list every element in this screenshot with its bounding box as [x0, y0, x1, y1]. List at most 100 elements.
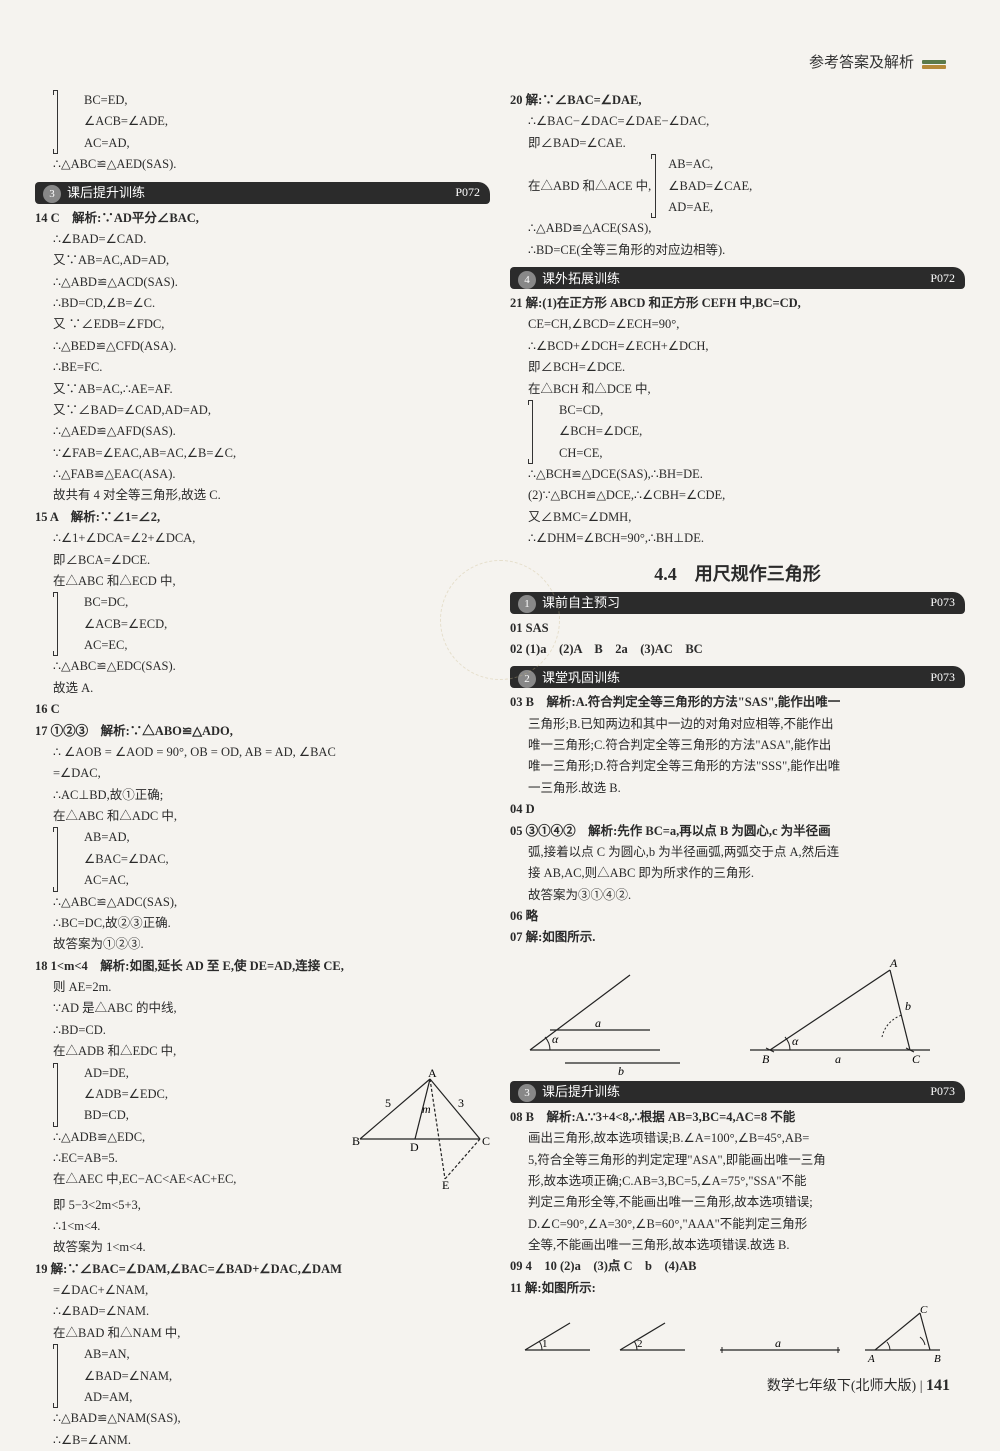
section-pcode: P073	[930, 595, 955, 610]
section-pcode: P072	[930, 271, 955, 286]
text-line: 故答案为 1<m<4.	[35, 1237, 490, 1258]
text-line: =∠DAC+∠NAM,	[35, 1280, 490, 1301]
text-line: ∴△ABC≌△AED(SAS).	[35, 154, 490, 175]
text-line: 在△ABD 和△ACE 中,	[510, 176, 651, 197]
text-line: 故答案为①②③.	[35, 934, 490, 955]
text-line: ∴BD=CD,∠B=∠C.	[35, 293, 490, 314]
svg-text:C: C	[920, 1305, 928, 1316]
section-num: 3	[43, 185, 61, 203]
text-line: 在△ABC 和△ADC 中,	[35, 806, 490, 827]
text-line: 即∠BCH=∠DCE.	[510, 357, 965, 378]
text-line: ∴△FAB≌△EAC(ASA).	[35, 464, 490, 485]
text-line: D.∠C=90°,∠A=30°,∠B=60°,"AAA"不能判定三角形	[510, 1214, 965, 1235]
text-line: 即∠BAD=∠CAE.	[510, 133, 965, 154]
svg-text:1: 1	[542, 1338, 548, 1350]
brace-q20: AB=AC, ∠BAD=∠CAE, AD=AE,	[655, 154, 752, 218]
footer-page: 141	[926, 1377, 950, 1394]
brace-pre: BC=ED, ∠ACB=∠ADE, AC=AD,	[57, 90, 490, 154]
text-line: ∠ACB=∠ADE,	[66, 111, 490, 132]
text-line: 唯一三角形;D.符合判定全等三角形的方法"SSS",能作出唯	[510, 756, 965, 777]
text-line: ∴△BCH≌△DCE(SAS),∴BH=DE.	[510, 464, 965, 485]
left-column: BC=ED, ∠ACB=∠ADE, AC=AD, ∴△ABC≌△AED(SAS)…	[35, 90, 490, 1451]
svg-text:A: A	[889, 956, 898, 970]
page-footer: 数学七年级下(北师大版) | 141	[767, 1375, 950, 1395]
svg-text:2: 2	[637, 1338, 643, 1350]
svg-text:3: 3	[458, 1096, 464, 1110]
text-line: ∴△ABC≌△EDC(SAS).	[35, 656, 490, 677]
text-line: ∴∠BCD+∠DCH=∠ECH+∠DCH,	[510, 336, 965, 357]
svg-text:m: m	[422, 1102, 431, 1116]
section-title: 课前自主预习	[542, 595, 620, 610]
q19-head: 19 解:∵∠BAC=∠DAM,∠BAC=∠BAD+∠DAC,∠DAM	[35, 1259, 490, 1280]
svg-text:α: α	[552, 1032, 559, 1046]
text-line: BC=DC,	[66, 592, 490, 613]
brace-q19: AB=AN, ∠BAD=∠NAM, AD=AM,	[57, 1344, 490, 1408]
text-line: 即 5−3<2m<5+3,	[35, 1195, 490, 1216]
footer-text: 数学七年级下(北师大版)	[767, 1379, 916, 1394]
svg-text:B: B	[352, 1134, 360, 1148]
svg-text:A: A	[867, 1353, 875, 1365]
text-line: ∴BD=CD.	[35, 1020, 490, 1041]
text-line: 在△BAD 和△NAM 中,	[35, 1323, 490, 1344]
text-line: AB=AN,	[66, 1344, 490, 1365]
text-line: 又 ∵∠EDB=∠FDC,	[35, 314, 490, 335]
header-title: 参考答案及解析	[809, 51, 914, 72]
text-line: ∴△BAD≌△NAM(SAS),	[35, 1408, 490, 1429]
chapter-title: 4.4 用尺规作三角形	[510, 560, 965, 586]
page-header: 参考答案及解析	[809, 50, 950, 72]
text-line: BC=CD,	[541, 400, 965, 421]
text-line: 形,故本选项正确;C.AB=3,BC=5,∠A=75°,"SSA"不能	[510, 1171, 965, 1192]
section-pcode: P073	[930, 670, 955, 685]
text-line: ∠BAD=∠CAE,	[664, 176, 752, 197]
q06: 06 略	[510, 906, 965, 927]
section-bar-4: 4课外拓展训练 P072	[510, 267, 965, 289]
q03-head: 03 B 解析:A.符合判定全等三角形的方法"SAS",能作出唯一	[510, 692, 965, 713]
section-bar-1b: 1课前自主预习 P073	[510, 592, 965, 614]
text-line: AC=EC,	[66, 635, 490, 656]
text-line: ∴∠1+∠DCA=∠2+∠DCA,	[35, 528, 490, 549]
text-line: AD=DE,	[66, 1063, 350, 1084]
text-line: 又∵AB=AC,AD=AD,	[35, 250, 490, 271]
svg-text:D: D	[410, 1140, 419, 1154]
section-title: 课后提升训练	[67, 185, 145, 200]
text-line: 5,符合全等三角形的判定定理"ASA",即能画出唯一三角	[510, 1150, 965, 1171]
brace-q21: BC=CD, ∠BCH=∠DCE, CH=CE,	[532, 400, 965, 464]
q11: 11 解:如图所示:	[510, 1278, 965, 1299]
section-pcode: P072	[455, 185, 480, 200]
section-num: 4	[518, 271, 536, 289]
text-line: AB=AD,	[66, 827, 490, 848]
text-line: ∠BCH=∠DCE,	[541, 421, 965, 442]
text-line: ∴△BED≌△CFD(ASA).	[35, 336, 490, 357]
q18-head: 18 1<m<4 解析:如图,延长 AD 至 E,使 DE=AD,连接 CE,	[35, 956, 490, 977]
svg-text:a: a	[835, 1052, 841, 1066]
svg-text:b: b	[905, 999, 911, 1013]
svg-text:B: B	[934, 1353, 941, 1365]
text-line: (2)∵△BCH≌△DCE,∴∠CBH=∠CDE,	[510, 485, 965, 506]
text-line: ∴∠B=∠ANM.	[35, 1430, 490, 1451]
q21-head: 21 解:(1)在正方形 ABCD 和正方形 CEFH 中,BC=CD,	[510, 293, 965, 314]
text-line: 全等,不能画出唯一三角形,故本选项错误.故选 B.	[510, 1235, 965, 1256]
text-line: ∴∠BAD=∠NAM.	[35, 1301, 490, 1322]
books-icon	[922, 50, 950, 72]
section-bar-3b: 3课后提升训练 P073	[510, 1081, 965, 1103]
text-line: AB=AC,	[664, 154, 752, 175]
text-line: ∠ADB=∠EDC,	[66, 1084, 350, 1105]
text-line: ∴1<m<4.	[35, 1216, 490, 1237]
svg-text:A: A	[428, 1069, 437, 1080]
text-line: ∴BE=FC.	[35, 357, 490, 378]
text-line: ∴BD=CE(全等三角形的对应边相等).	[510, 240, 965, 261]
q17-head: 17 ①②③ 解析:∵△ABO≌△ADO,	[35, 721, 490, 742]
text-line: ∴∠BAC−∠DAC=∠DAE−∠DAC,	[510, 111, 965, 132]
text-line: AD=AM,	[66, 1387, 490, 1408]
q07: 07 解:如图所示.	[510, 927, 965, 948]
text-line: 弧,接着以点 C 为圆心,b 为半径画弧,两弧交于点 A,然后连	[510, 842, 965, 863]
text-line: 唯一三角形;C.符合判定全等三角形的方法"ASA",能作出	[510, 735, 965, 756]
section-bar-3: 3 课后提升训练 P072	[35, 182, 490, 204]
brace-q17: AB=AD, ∠BAC=∠DAC, AC=AC,	[57, 827, 490, 891]
q18-figure: A B C D E 5 3 m	[350, 1069, 490, 1189]
svg-text:5: 5	[385, 1096, 391, 1110]
q02: 02 (1)a (2)A B 2a (3)AC BC	[510, 639, 965, 660]
text-line: 在△AEC 中,EC−AC<AE<AC+EC,	[35, 1169, 350, 1190]
text-line: ∴△ABC≌△ADC(SAS),	[35, 892, 490, 913]
text-line: 一三角形.故选 B.	[510, 778, 965, 799]
